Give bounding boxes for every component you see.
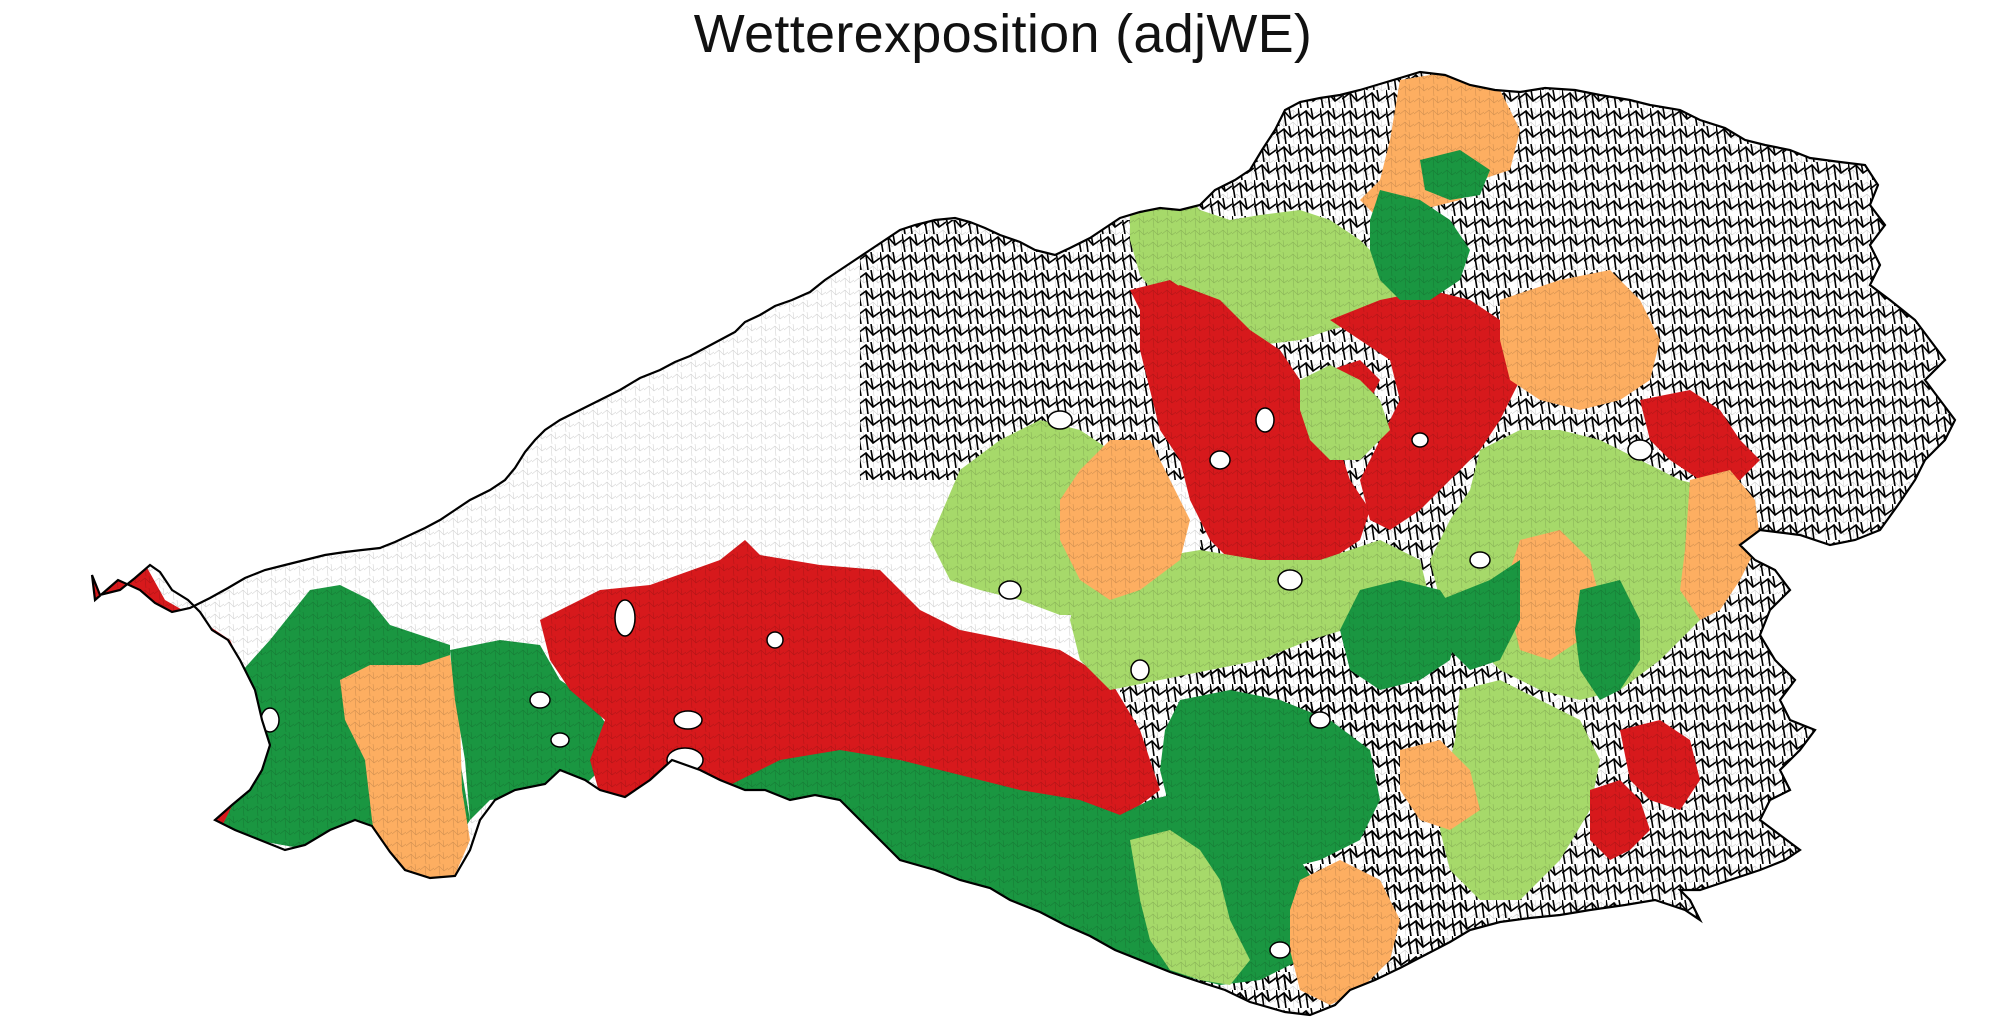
region-vorarlberg-orange <box>92 650 140 720</box>
map-title: Wetterexposition (adjWE) <box>693 4 1313 64</box>
